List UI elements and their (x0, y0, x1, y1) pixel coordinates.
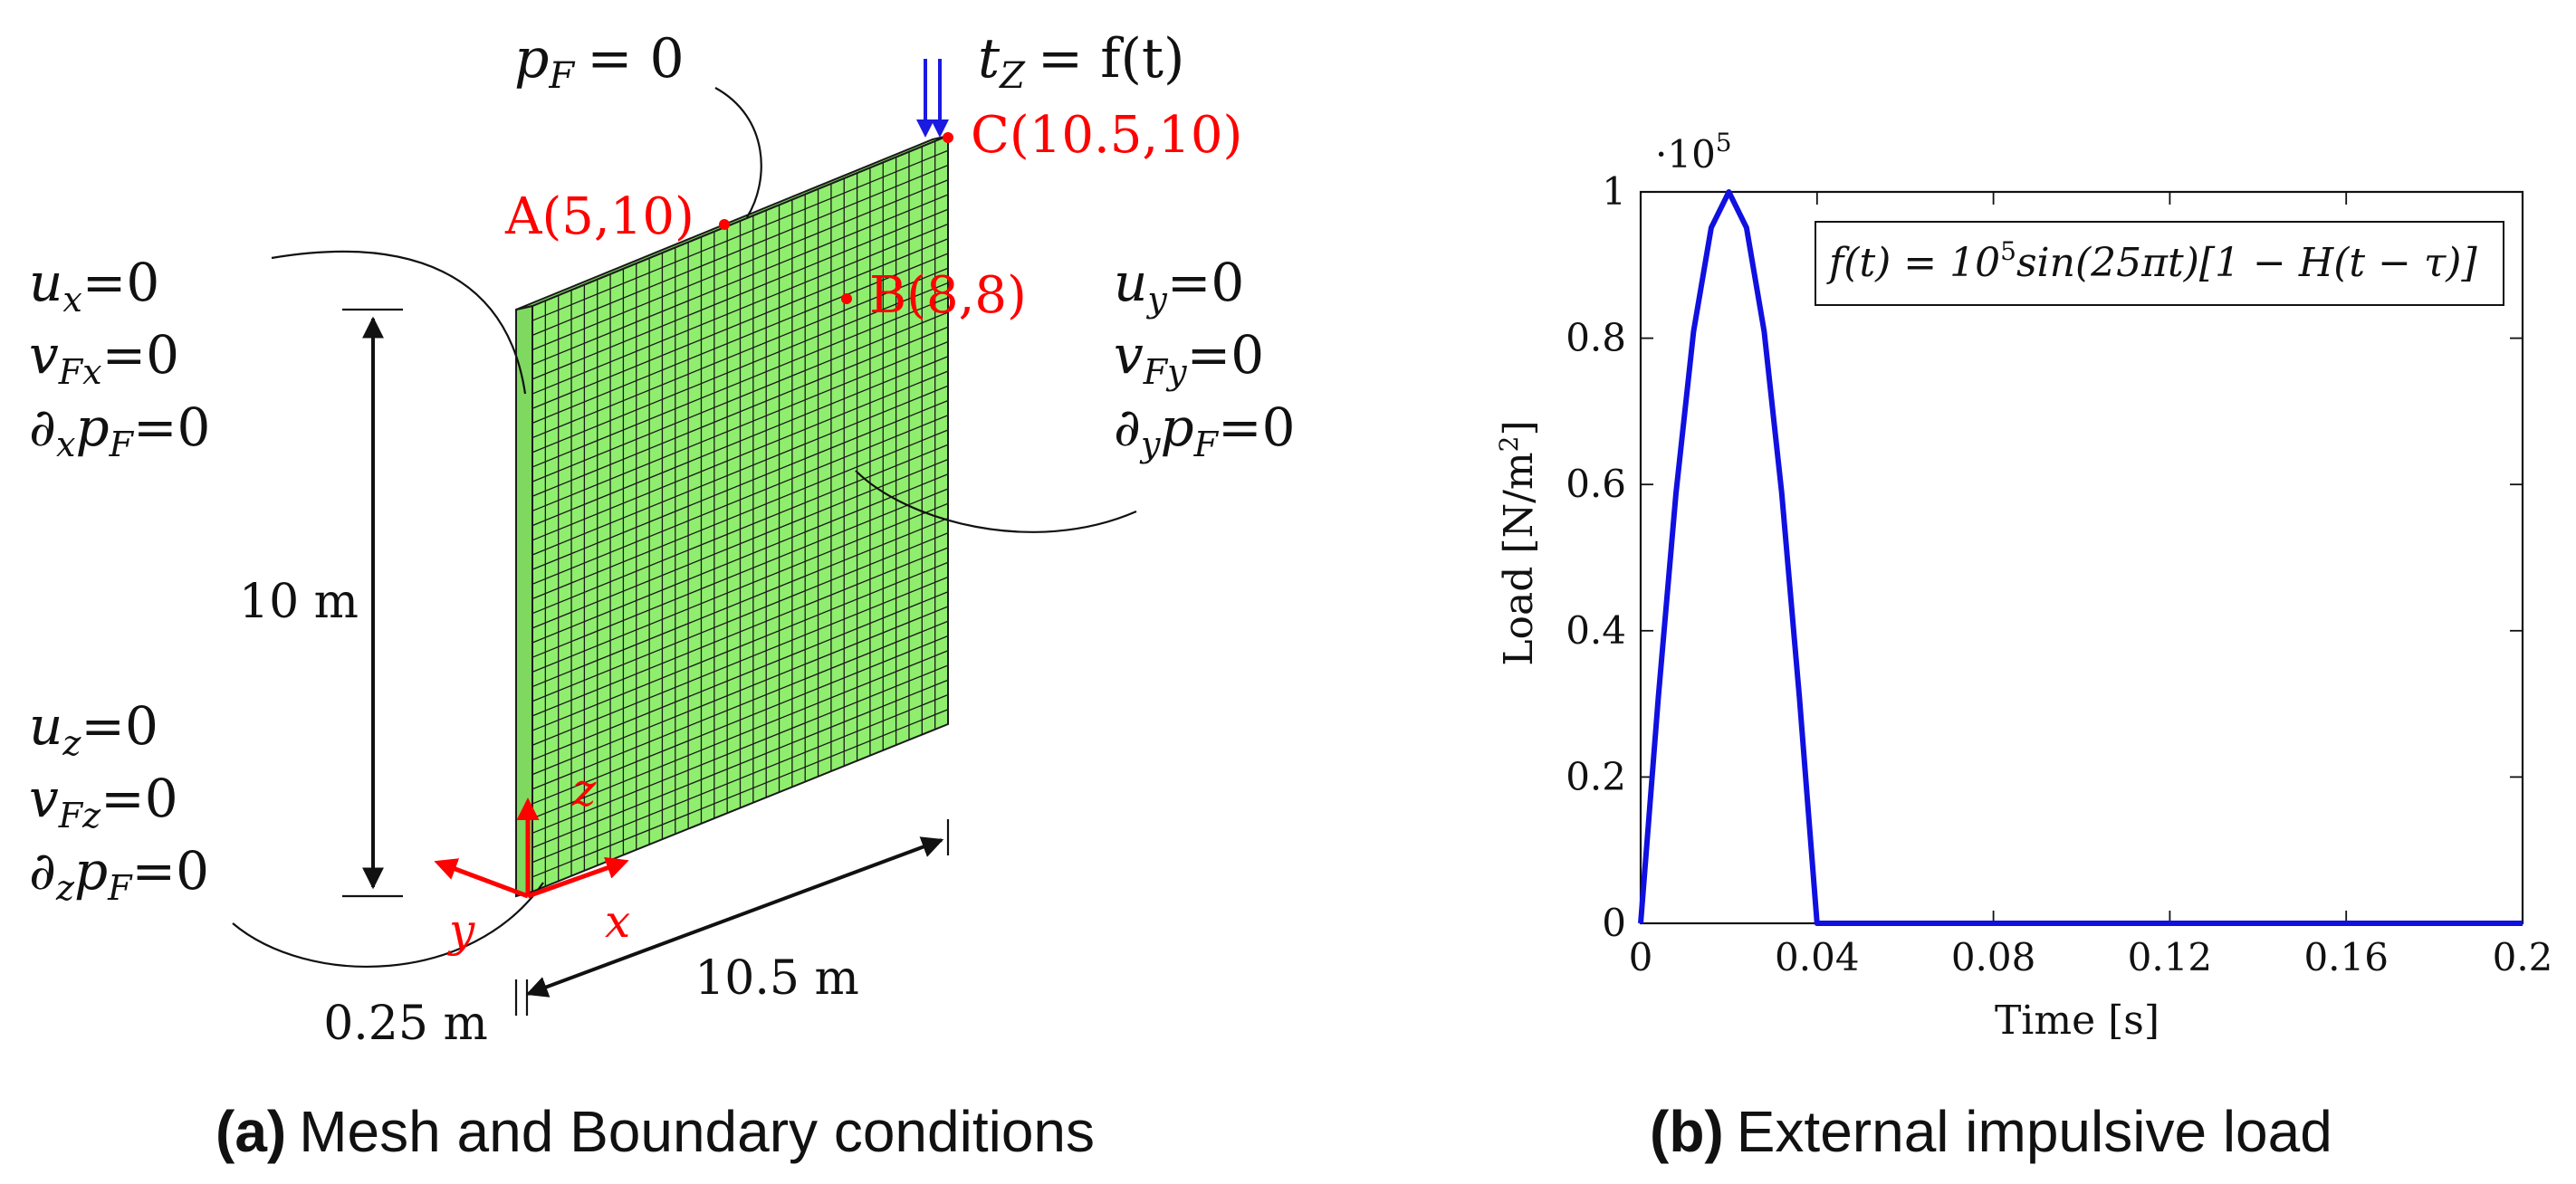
bottom-bc-v: vFz=0 (29, 768, 178, 835)
panel-a: 10 m 10.5 m 0.25 m z x (29, 27, 1295, 1164)
mesh-line-horizontal (531, 635, 949, 805)
mesh-plate (515, 134, 949, 898)
point-a-marker (719, 219, 730, 230)
mesh-line-horizontal (531, 429, 949, 600)
leader-bottom-bc (232, 882, 544, 968)
x-tick-label: 0.16 (2303, 935, 2389, 979)
mesh-line-horizontal (531, 340, 949, 512)
x-tick-label: 0.2 (2493, 935, 2553, 979)
legend-entry: f(t) = 105sin(25πt)[1 − H(t − τ)] (1826, 236, 2477, 286)
mesh-line-horizontal (531, 297, 949, 468)
right-bc-u: uy=0 (1114, 252, 1244, 320)
mesh-line-horizontal (531, 164, 949, 336)
mesh-line-horizontal (531, 415, 949, 585)
load-label: tZ = f(t) (978, 27, 1184, 97)
axis-z-label: z (571, 764, 597, 816)
leader-left-bc (271, 250, 527, 395)
y-tick-label: 0.6 (1566, 462, 1626, 506)
mesh-line-horizontal (531, 326, 949, 497)
point-b-label: B(8,8) (869, 266, 1027, 325)
mesh-line-horizontal (531, 679, 949, 849)
x-tick-label: 0.08 (1951, 935, 2036, 979)
mesh-line-horizontal (531, 693, 949, 864)
y-tick-label: 1 (1602, 169, 1626, 214)
mesh-line-horizontal (531, 620, 949, 790)
mesh-line-horizontal (531, 399, 949, 570)
x-axis-label: Time [s] (1995, 998, 2159, 1044)
mesh-line-horizontal (531, 149, 949, 321)
mesh-line-horizontal (531, 311, 949, 482)
axis-x-label: x (605, 895, 630, 948)
mesh-line-horizontal (531, 267, 949, 439)
axes-triad: z x y (434, 764, 630, 957)
thickness-label: 0.25 m (323, 997, 488, 1051)
mesh-line-horizontal (531, 473, 949, 644)
mesh-line-horizontal (531, 223, 949, 395)
mesh-line-horizontal (531, 561, 949, 731)
height-dimension: 10 m (239, 308, 403, 898)
y-tick-label: 0.2 (1566, 754, 1626, 798)
mesh-line-horizontal (531, 517, 949, 688)
mesh-line-horizontal (531, 356, 949, 527)
y-multiplier: ·105 (1655, 128, 1732, 177)
mesh-line-horizontal (531, 179, 949, 351)
y-tick-label: 0.4 (1566, 608, 1626, 653)
x-tick-label: 0.04 (1775, 935, 1860, 979)
mesh-line-horizontal (531, 238, 949, 409)
mesh-line-horizontal (531, 606, 949, 776)
leader-right-bc (855, 470, 1137, 533)
width-dimension: 10.5 m (525, 819, 950, 1006)
y-axis-label: Load [N/m2] (1494, 420, 1542, 665)
mesh-line-horizontal (531, 282, 949, 454)
chart-area: 0 0.04 0.08 0.12 0.16 0.2 0 0.2 0.4 0.6 0.8 1 (1566, 169, 2552, 979)
leader-top-bc (714, 87, 762, 218)
left-bc-d: ∂xpF=0 (29, 396, 210, 464)
mesh-line-horizontal (531, 547, 949, 717)
mesh-line-horizontal (531, 208, 949, 380)
load-arrows (916, 59, 949, 138)
mesh-line-horizontal (531, 502, 949, 673)
right-bc-d: ∂ypF=0 (1114, 396, 1295, 464)
left-bc-group: ux=0 vFx=0 ∂xpF=0 (29, 252, 210, 464)
mesh-line-horizontal (531, 458, 949, 629)
mesh-line-horizontal (531, 650, 949, 819)
mesh-line-horizontal (531, 591, 949, 761)
panel-b: 0 0.04 0.08 0.12 0.16 0.200.20.40.60.81 ·105 … (1494, 128, 2552, 1164)
point-b-marker (841, 293, 852, 304)
mesh-line-horizontal (531, 253, 949, 425)
height-label: 10 m (239, 575, 359, 629)
caption-a: (a) Mesh and Boundary conditions (215, 1099, 1095, 1164)
x-tick-label: 0.12 (2128, 935, 2213, 979)
point-a-label: A(5,10) (504, 187, 694, 246)
mesh-line-horizontal (531, 370, 949, 541)
caption-b: (b) External impulsive load (1650, 1099, 2332, 1164)
mesh-line-horizontal (531, 488, 949, 658)
bottom-bc-u: uz=0 (29, 695, 158, 763)
y-tick-label: 0 (1602, 901, 1626, 945)
left-bc-v: vFx=0 (29, 324, 179, 392)
mesh-line-horizontal (531, 664, 949, 834)
axis-y-label: y (447, 904, 475, 957)
bottom-bc-group: uz=0 vFz=0 ∂zpF=0 (29, 695, 209, 908)
mesh-grid (531, 140, 949, 887)
mesh-line-horizontal (531, 385, 949, 556)
x-tick-label: 0 (1629, 935, 1653, 979)
chart-legend: f(t) = 105sin(25πt)[1 − H(t − τ)] (1815, 221, 2504, 306)
y-tick-label: 0.8 (1566, 316, 1626, 360)
right-bc-group: uy=0 vFy=0 ∂ypF=0 (1114, 252, 1295, 464)
width-label: 10.5 m (694, 951, 859, 1006)
mesh-line-horizontal (531, 532, 949, 702)
mesh-line-horizontal (531, 576, 949, 746)
top-bc-label: pF = 0 (514, 27, 685, 97)
point-c-label: C(10.5,10) (971, 106, 1242, 165)
right-bc-v: vFy=0 (1114, 324, 1264, 392)
mesh-line-horizontal (531, 194, 949, 366)
mesh-line-horizontal (531, 444, 949, 615)
left-bc-u: ux=0 (29, 252, 159, 320)
bottom-bc-d: ∂zpF=0 (29, 840, 209, 908)
thickness-dimension: 0.25 m (323, 979, 529, 1051)
point-c-marker (943, 132, 953, 143)
